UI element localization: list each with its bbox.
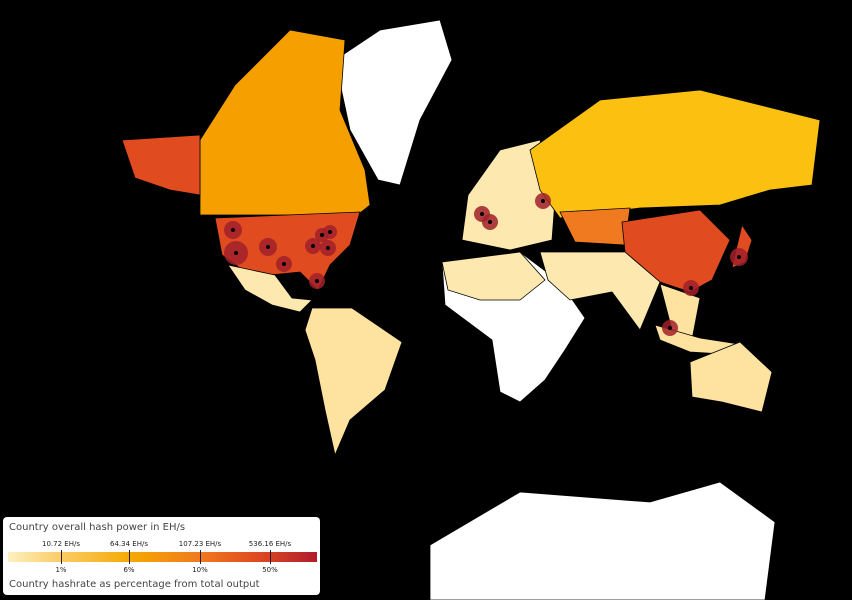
marker-centers bbox=[231, 199, 741, 330]
tick-mark bbox=[199, 550, 201, 564]
tick-share: 10% bbox=[192, 566, 208, 574]
greenland bbox=[334, 19, 453, 186]
mexico bbox=[227, 264, 313, 313]
legend-tick: 107.23 EH/s 10% bbox=[160, 540, 240, 574]
legend-footer: Country hashrate as percentage from tota… bbox=[9, 579, 260, 590]
tick-hashrate: 64.34 EH/s bbox=[110, 540, 148, 548]
alaska bbox=[121, 134, 201, 196]
legend-tick: 64.34 EH/s 6% bbox=[89, 540, 169, 574]
canada bbox=[199, 29, 371, 226]
kazakhstan bbox=[559, 207, 631, 246]
russia bbox=[529, 89, 821, 219]
tick-share: 6% bbox=[123, 566, 135, 574]
north-africa bbox=[441, 251, 546, 301]
tick-hashrate: 536.16 EH/s bbox=[248, 540, 292, 548]
legend: Country overall hash power in EH/s 10.72… bbox=[3, 517, 320, 595]
legend-title: Country overall hash power in EH/s bbox=[9, 522, 186, 533]
tick-hashrate: 10.72 EH/s bbox=[42, 540, 80, 548]
tick-mark bbox=[269, 550, 271, 564]
tick-share: 50% bbox=[262, 566, 278, 574]
antarctica bbox=[429, 481, 776, 600]
legend-tick: 10.72 EH/s 1% bbox=[21, 540, 101, 574]
australia bbox=[689, 341, 773, 413]
south-america bbox=[304, 307, 403, 457]
tick-mark bbox=[128, 550, 130, 564]
middle-east bbox=[539, 251, 661, 331]
tick-mark bbox=[60, 550, 62, 564]
tick-share: 1% bbox=[55, 566, 67, 574]
color-scale bbox=[8, 552, 317, 562]
tick-hashrate: 107.23 EH/s bbox=[178, 540, 222, 548]
legend-tick: 536.16 EH/s 50% bbox=[230, 540, 310, 574]
